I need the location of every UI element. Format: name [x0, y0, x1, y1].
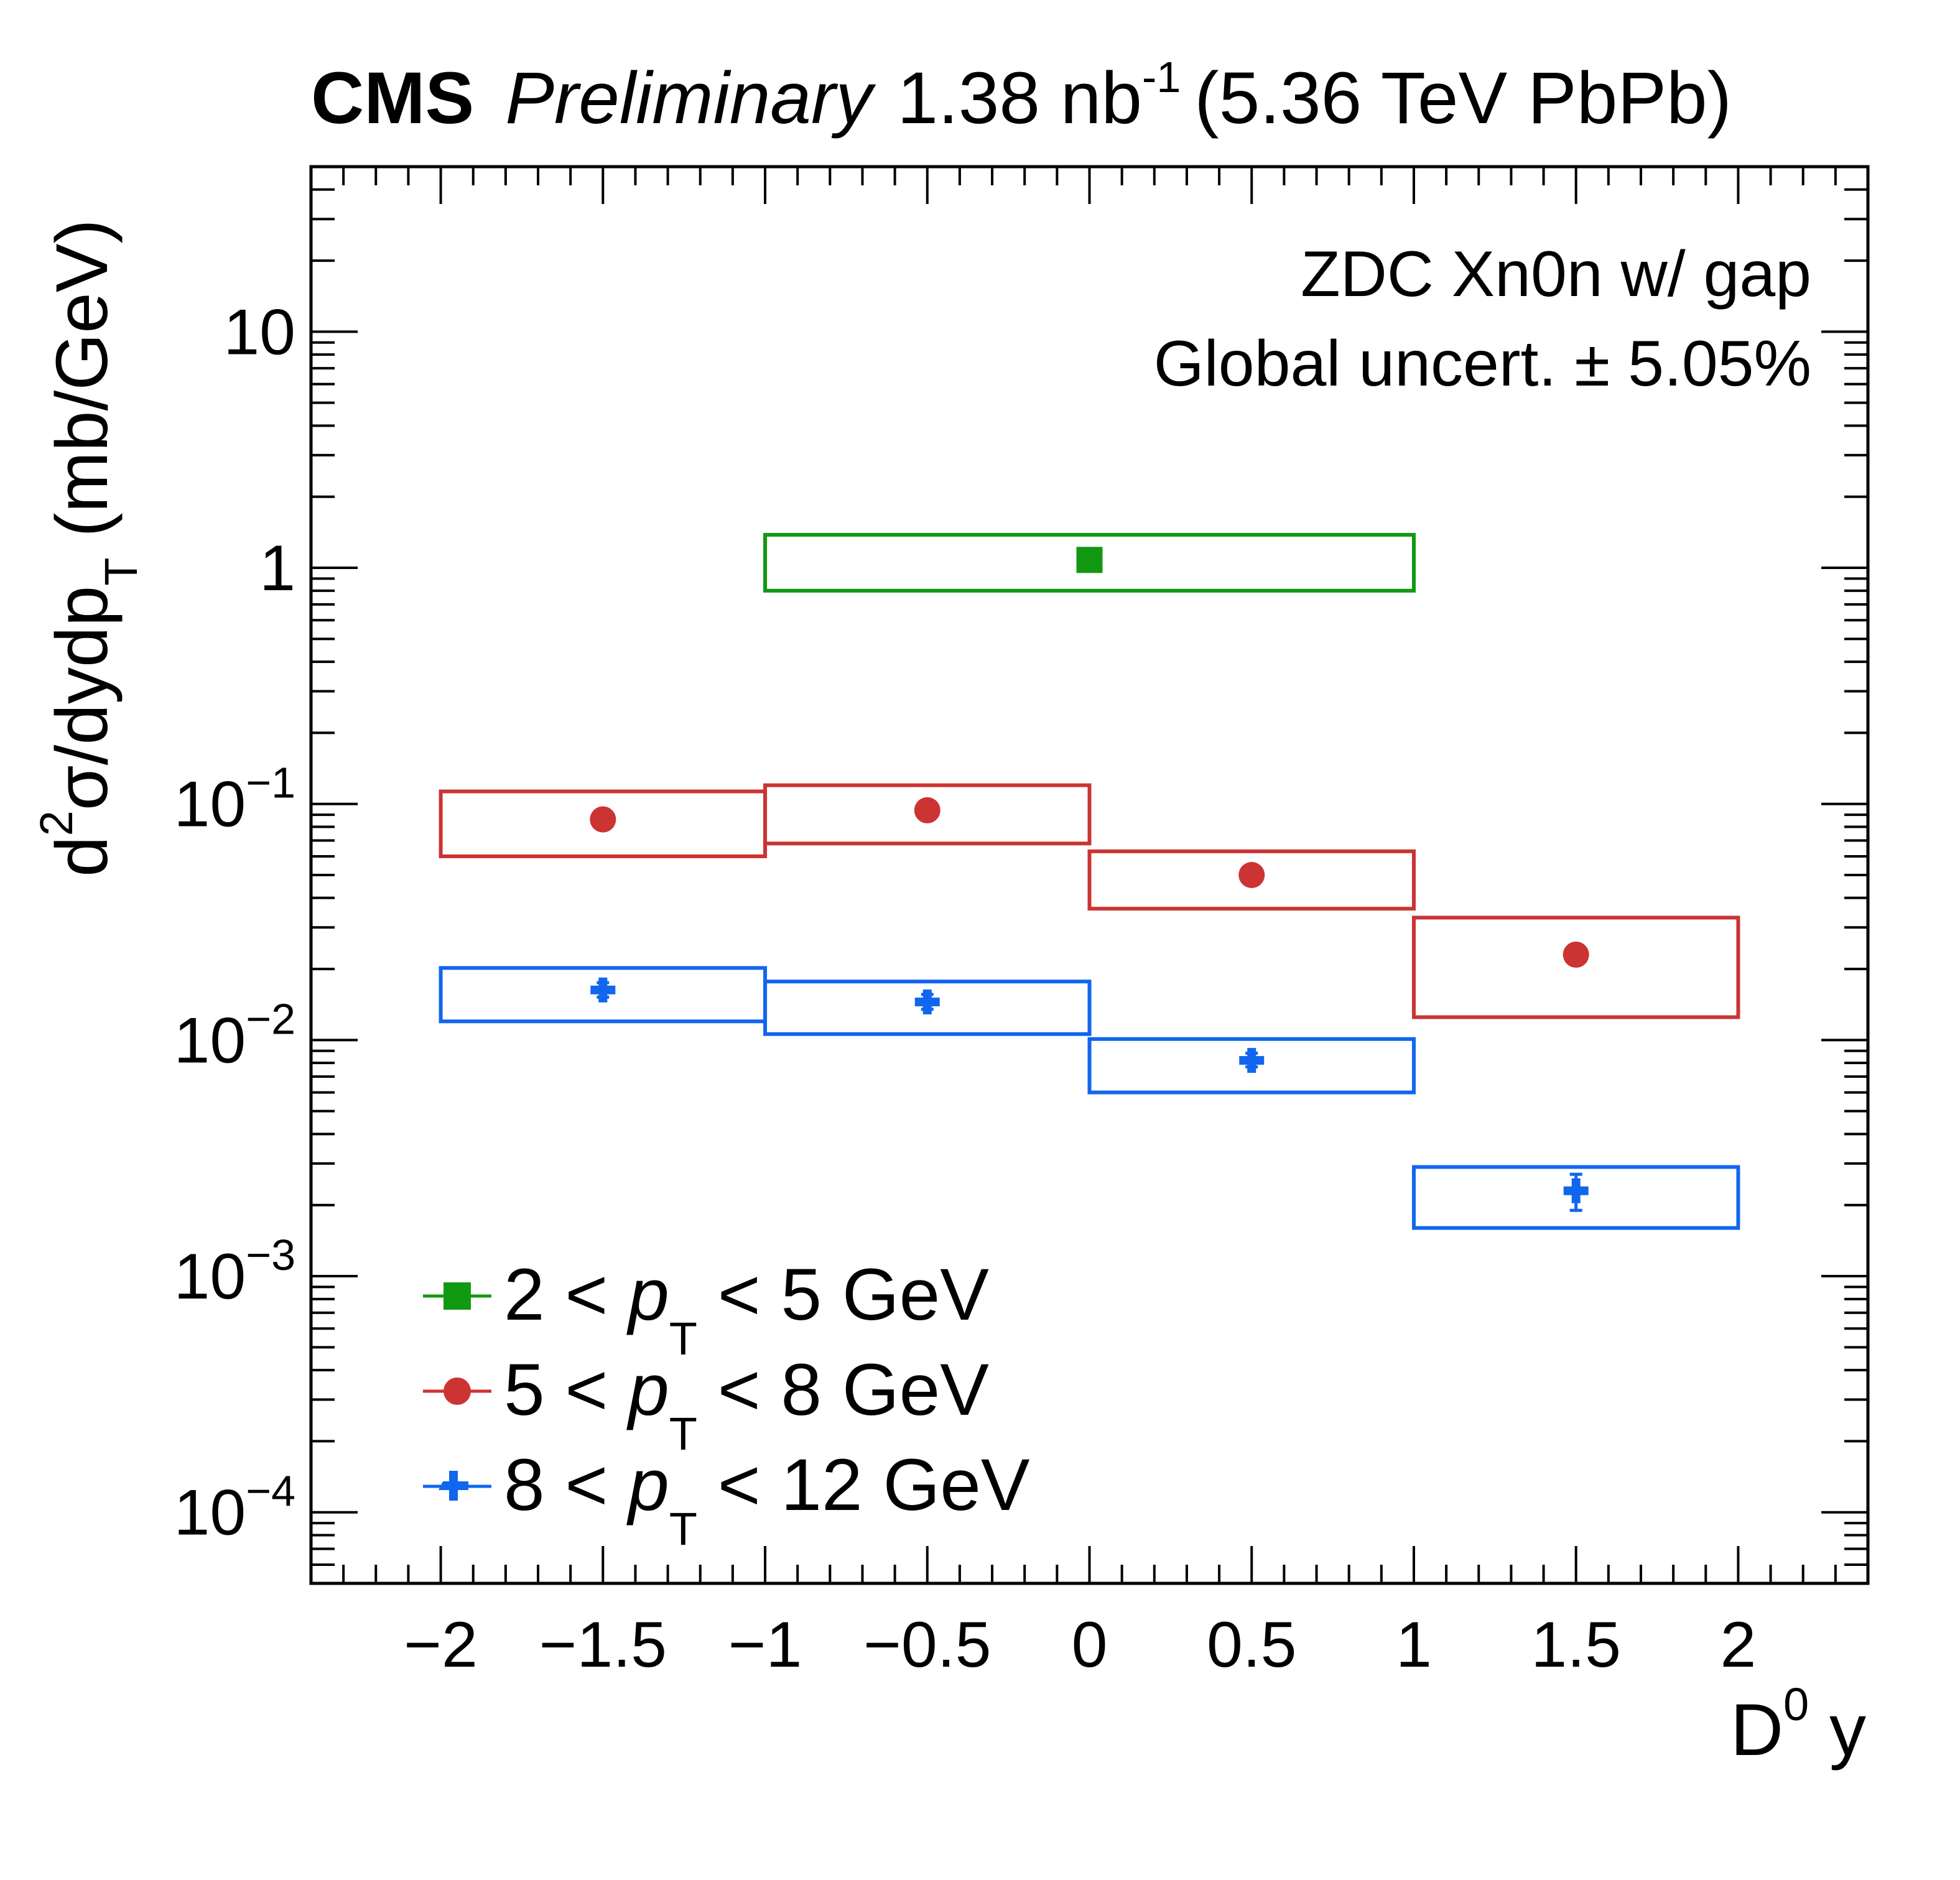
x-tick-label: 1: [1396, 1609, 1432, 1681]
data-point-circle: [1238, 862, 1265, 888]
y-tick-label: 10−3: [174, 1231, 296, 1313]
legend-label-pt5to8: 5 < pT < 8 GeV: [504, 1349, 989, 1460]
syst-box: [763, 532, 1416, 593]
data-point-cross: [590, 977, 616, 1003]
lumi-exponent: -1: [1142, 53, 1181, 101]
y-tick-labels: 10 1 10−1 10−2 10−3 10−4: [174, 296, 296, 1549]
lumi-value: 1.38 nb: [897, 57, 1142, 139]
legend: 2 < pT < 5 GeV 5 < pT < 8 GeV 8 < pT < 1…: [423, 1254, 1030, 1555]
energy-label: (5.36 TeV PbPb): [1194, 57, 1732, 139]
legend-label-pt2to5: 2 < pT < 5 GeV: [504, 1254, 989, 1364]
y-tick-label: 10−4: [174, 1467, 296, 1549]
x-tick-label: 1.5: [1531, 1609, 1621, 1681]
syst-box: [763, 979, 1092, 1036]
x-tick-label: −2: [404, 1609, 478, 1681]
legend-square-marker: [444, 1282, 471, 1310]
syst-box: [1087, 849, 1416, 911]
legend-entry-pt8to12: 8 < pT < 12 GeV: [423, 1444, 1030, 1555]
legend-entry-pt2to5: 2 < pT < 5 GeV: [423, 1254, 989, 1364]
y-tick-label: 10−1: [174, 759, 296, 841]
y-axis-title: d2σ/dydpT (mb/GeV): [30, 219, 147, 877]
legend-circle-marker: [444, 1378, 471, 1405]
x-tick-label: 0.5: [1207, 1609, 1297, 1681]
syst-box: [1411, 1165, 1740, 1230]
data-point-circle: [1563, 942, 1589, 968]
data-point-cross: [914, 989, 940, 1015]
y-tick-label: 10−2: [174, 994, 296, 1077]
experiment-label: CMS: [311, 57, 474, 139]
data-point-square: [1076, 547, 1103, 573]
plot-frame: [309, 165, 1870, 1585]
x-axis-title: D0 y: [1730, 1679, 1866, 1771]
data-point-cross: [1239, 1048, 1265, 1073]
data-point-cross: [1563, 1178, 1589, 1203]
syst-box: [1411, 915, 1740, 1019]
y-tick-label: 1: [259, 532, 295, 604]
data-point-circle: [590, 806, 616, 833]
x-tick-label: −1.5: [539, 1609, 667, 1681]
x-tick-label: −0.5: [863, 1609, 991, 1681]
annotation-trigger: ZDC Xn0n w/ gap: [1301, 238, 1811, 310]
y-tick-label: 10: [223, 296, 295, 368]
data-marks: [439, 532, 1740, 1230]
axis-ticks: [310, 165, 1869, 1585]
syst-box: [1087, 1037, 1416, 1095]
x-tick-label: 0: [1072, 1609, 1108, 1681]
legend-cross-marker: [439, 1471, 468, 1501]
x-tick-labels: −2 −1.5 −1 −0.5 0 0.5 1 1.5 2: [404, 1609, 1756, 1681]
syst-box: [763, 783, 1092, 846]
x-tick-label: −1: [728, 1609, 802, 1681]
chart-header: CMS Preliminary 1.38 nb-1 (5.36 TeV PbPb): [311, 53, 1732, 139]
data-point-circle: [914, 797, 941, 823]
annotation-global-uncert: Global uncert. ± 5.05%: [1154, 328, 1811, 400]
x-tick-label: 2: [1720, 1609, 1756, 1681]
legend-entry-pt5to8: 5 < pT < 8 GeV: [423, 1349, 989, 1460]
legend-label-pt8to12: 8 < pT < 12 GeV: [504, 1444, 1030, 1555]
status-label: Preliminary: [505, 57, 876, 139]
